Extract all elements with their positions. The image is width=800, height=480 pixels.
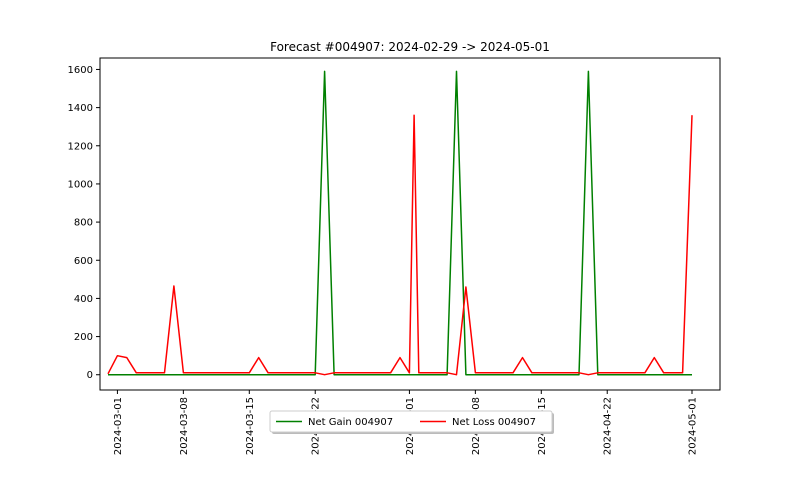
legend-box bbox=[269, 410, 553, 433]
legend-label-net-loss: Net Loss 004907 bbox=[452, 417, 536, 428]
x-tick-label: 2024-03-08 bbox=[179, 397, 190, 455]
legend: Net Gain 004907 Net Loss 004907 bbox=[269, 410, 554, 434]
y-tick-label: 400 bbox=[74, 294, 93, 305]
y-tick-label: 1200 bbox=[68, 141, 93, 152]
y-tick-label: 200 bbox=[74, 332, 93, 343]
y-tick-label: 600 bbox=[74, 256, 93, 267]
x-tick-label: 2024-03-01 bbox=[113, 397, 124, 455]
y-tick-label: 1000 bbox=[68, 179, 93, 190]
x-tick-label: 2024-04-22 bbox=[603, 397, 614, 455]
plot-frame bbox=[99, 57, 721, 391]
series-line-net-gain bbox=[108, 70, 692, 376]
y-tick-label: 800 bbox=[74, 218, 93, 229]
series-line-net-loss bbox=[107, 114, 693, 376]
y-tick-label: 1600 bbox=[68, 65, 93, 76]
chart-title: Forecast #004907: 2024-02-29 -> 2024-05-… bbox=[270, 40, 550, 54]
y-tick-label: 0 bbox=[87, 370, 93, 381]
legend-label-net-gain: Net Gain 004907 bbox=[308, 417, 393, 428]
y-tick-label: 1400 bbox=[68, 103, 93, 114]
x-tick-label: 2024-03-15 bbox=[245, 397, 256, 455]
x-tick-label: 2024-05-01 bbox=[688, 397, 699, 455]
